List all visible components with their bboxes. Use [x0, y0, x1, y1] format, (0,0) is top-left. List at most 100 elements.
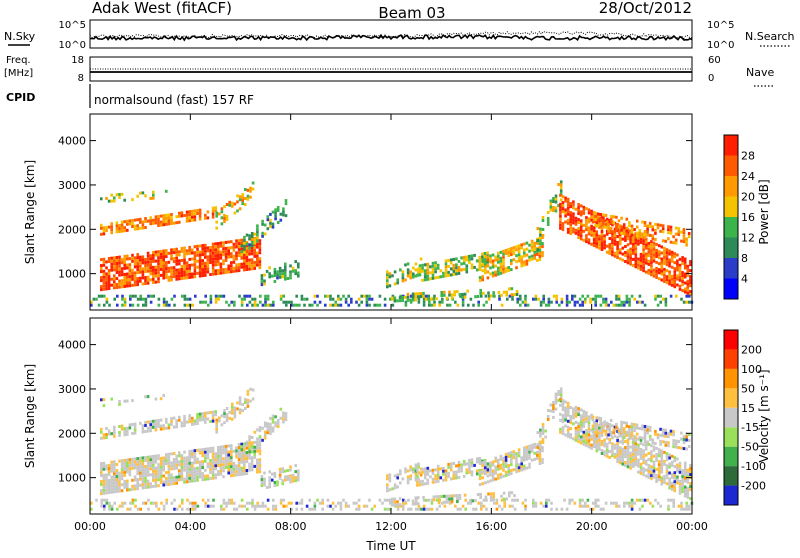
heatmap-cell: [484, 463, 487, 467]
heatmap-cell: [530, 245, 534, 249]
heatmap-cell: [235, 455, 238, 459]
heatmap-cell: [173, 507, 176, 511]
heatmap-cell: [470, 464, 474, 468]
heatmap-cell: [391, 274, 394, 278]
heatmap-cell: [433, 303, 436, 307]
heatmap-cell: [657, 475, 661, 479]
heatmap-cell: [561, 429, 565, 433]
colorbar-frame: [723, 134, 739, 300]
heatmap-cell: [155, 504, 158, 508]
heatmap-cell: [474, 295, 477, 299]
heatmap-cell: [407, 498, 410, 502]
heatmap-cell: [100, 276, 103, 280]
heatmap-cell: [191, 476, 194, 480]
heatmap-cell: [462, 474, 466, 478]
heatmap-cell: [201, 451, 204, 455]
heatmap-cell: [484, 498, 488, 502]
heatmap-cell: [157, 253, 160, 257]
heatmap-cell: [618, 239, 622, 243]
heatmap-cell: [425, 507, 428, 511]
heatmap-cell: [167, 452, 171, 456]
heatmap-cell: [126, 284, 129, 288]
heatmap-cell: [616, 454, 619, 457]
heatmap-cell: [271, 274, 274, 278]
heatmap-cell: [251, 498, 254, 502]
heatmap-cell: [396, 281, 399, 285]
heatmap-cell: [618, 452, 622, 456]
heatmap-cell: [154, 478, 158, 482]
heatmap-cell: [263, 433, 267, 437]
heatmap-cell: [146, 458, 150, 462]
heatmap-cell: [610, 501, 613, 505]
heatmap-cell: [149, 216, 152, 220]
heatmap-cell: [263, 232, 267, 236]
heatmap-cell: [689, 470, 692, 474]
heatmap-cell: [120, 459, 124, 463]
heatmap-cell: [167, 479, 171, 483]
heatmap-cell: [667, 228, 670, 232]
heatmap-cell: [121, 504, 124, 508]
heatmap-cell: [339, 501, 343, 505]
heatmap-cell: [107, 287, 111, 290]
heatmap-cell: [566, 212, 570, 216]
heatmap-cell: [530, 239, 534, 243]
heatmap-cell: [100, 474, 103, 478]
heatmap-cell: [516, 498, 519, 502]
heatmap-cell: [418, 270, 422, 274]
power-x-ticks: [89, 114, 693, 310]
heatmap-cell: [198, 451, 202, 455]
heatmap-cell: [449, 462, 453, 466]
heatmap-cell: [611, 451, 614, 455]
heatmap-cell: [638, 294, 642, 298]
heatmap-cell: [587, 229, 591, 233]
heatmap-cell: [284, 271, 287, 275]
heatmap-cell: [577, 203, 580, 207]
heatmap-cell: [633, 228, 636, 232]
heatmap-cell: [604, 432, 608, 436]
heatmap-cell: [670, 283, 674, 287]
heatmap-cell: [620, 228, 623, 232]
heatmap-cell: [136, 253, 139, 257]
heatmap-cell: [250, 244, 254, 247]
heatmap-cell: [689, 467, 692, 471]
heatmap-cell: [274, 421, 277, 425]
heatmap-cell: [123, 275, 126, 279]
heatmap-cell: [611, 238, 614, 242]
heatmap-cell: [683, 494, 687, 498]
heatmap-cell: [652, 472, 656, 476]
heatmap-cell: [185, 216, 189, 220]
heatmap-cell: [681, 490, 684, 494]
heatmap-cell: [115, 268, 119, 271]
heatmap-cell: [422, 291, 425, 295]
heatmap-cell: [484, 262, 487, 266]
heatmap-cell: [297, 274, 300, 278]
heatmap-cell: [165, 456, 168, 460]
heatmap-cell: [492, 495, 495, 499]
heatmap-cell: [258, 449, 262, 453]
heatmap-cell: [237, 248, 241, 252]
heatmap-cell: [436, 479, 440, 483]
heatmap-cell: [180, 259, 184, 262]
heatmap-cell: [598, 444, 601, 448]
heatmap-cell: [266, 227, 270, 231]
heatmap-cell: [191, 416, 194, 420]
heatmap-cell: [214, 410, 217, 414]
heatmap-cell: [110, 228, 113, 232]
heatmap-cell: [665, 476, 669, 480]
heatmap-cell: [426, 268, 430, 272]
power-heatmap-cells: [90, 180, 694, 307]
heatmap-cell: [133, 428, 137, 432]
colorbar-segment: [724, 237, 738, 258]
heatmap-cell: [136, 463, 139, 467]
heatmap-cell: [123, 278, 126, 282]
heatmap-cell: [647, 442, 651, 446]
heatmap-cell: [224, 462, 228, 466]
heatmap-cell: [582, 424, 586, 428]
heatmap-cell: [602, 507, 605, 511]
heatmap-cell: [291, 479, 295, 483]
heatmap-cell: [530, 446, 534, 450]
heatmap-cell: [149, 219, 152, 223]
heatmap-cell: [595, 419, 599, 423]
heatmap-cell: [180, 460, 184, 463]
heatmap-cell: [281, 269, 284, 273]
